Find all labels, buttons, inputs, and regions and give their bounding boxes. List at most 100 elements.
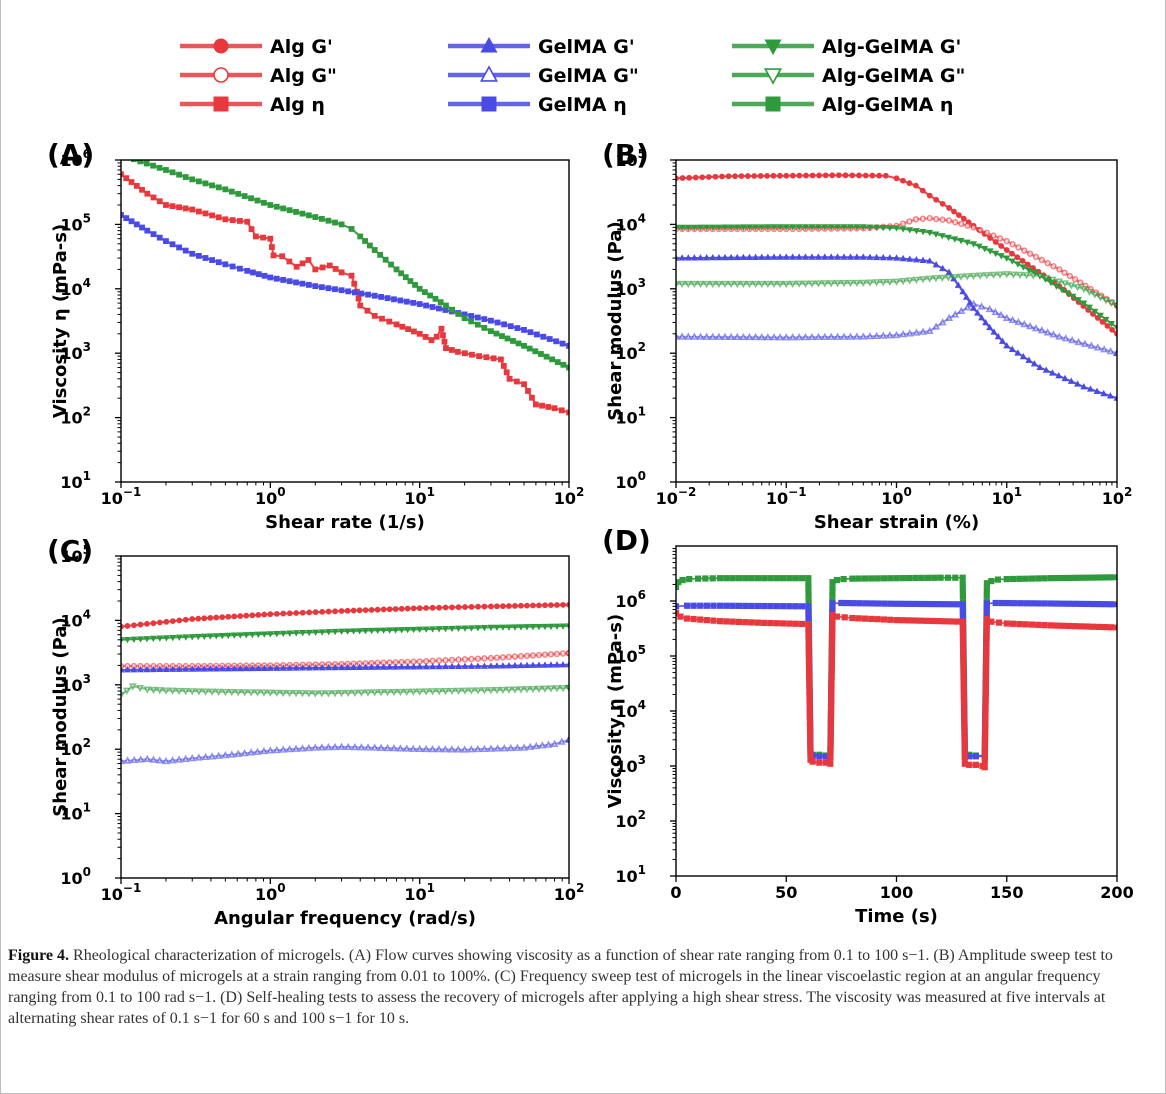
- data-point: [690, 224, 698, 232]
- data-point: [983, 634, 990, 641]
- data-point: [427, 292, 434, 299]
- data-point: [1093, 387, 1101, 394]
- data-point: [820, 332, 829, 340]
- data-point: [474, 314, 481, 321]
- data-point: [964, 222, 971, 229]
- data-point: [266, 664, 274, 671]
- data-point: [1014, 261, 1022, 268]
- data-point: [416, 301, 423, 307]
- data-point: [386, 318, 393, 325]
- data-point: [529, 652, 537, 659]
- data-point: [149, 665, 157, 673]
- data-point: [1068, 335, 1077, 344]
- data-point: [1090, 291, 1099, 299]
- data-point: [398, 627, 406, 634]
- data-point: [931, 275, 940, 283]
- data-point: [852, 332, 861, 340]
- data-point: [692, 174, 699, 181]
- legend-item-alg-g-storage: Alg G': [180, 36, 333, 58]
- data-point: [868, 615, 875, 623]
- y-axis-label: Shear modulus (Pa): [605, 221, 626, 420]
- data-point: [828, 667, 835, 674]
- data-point: [201, 615, 208, 622]
- data-point: [379, 315, 385, 322]
- data-point: [738, 173, 745, 180]
- data-point: [690, 602, 697, 609]
- data-point: [776, 253, 784, 260]
- data-point: [996, 271, 1005, 279]
- data-point: [912, 276, 921, 285]
- data-point: [1100, 345, 1109, 353]
- data-point: [770, 224, 778, 231]
- data-point: [1080, 300, 1088, 307]
- legend-marker: [213, 96, 229, 112]
- data-point: [380, 627, 388, 634]
- data-point: [280, 277, 287, 283]
- data-point: [970, 224, 977, 231]
- data-point: [448, 662, 456, 670]
- data-point: [149, 755, 158, 763]
- data-point: [448, 656, 456, 664]
- data-point: [717, 618, 724, 625]
- legend-label: Alg-GelMA η: [822, 94, 953, 116]
- data-point: [959, 624, 966, 631]
- data-point: [253, 689, 262, 697]
- data-point: [338, 221, 345, 228]
- data-point: [960, 680, 967, 687]
- data-point: [506, 743, 515, 752]
- data-point: [983, 600, 991, 607]
- data-point: [429, 304, 436, 310]
- data-point: [241, 193, 248, 199]
- data-point: [960, 711, 968, 718]
- data-point: [378, 294, 385, 300]
- data-point: [861, 575, 869, 582]
- data-point: [1002, 313, 1011, 322]
- data-point: [123, 666, 131, 673]
- data-point: [318, 664, 326, 671]
- data-point: [338, 608, 345, 614]
- legend-marker: [480, 36, 498, 53]
- data-point: [710, 602, 717, 609]
- data-point: [429, 626, 437, 633]
- data-point: [1019, 264, 1027, 271]
- data-point: [227, 750, 236, 758]
- data-point: [788, 333, 797, 341]
- data-point: [937, 574, 944, 581]
- data-point: [859, 224, 867, 231]
- data-point: [240, 689, 249, 697]
- data-point: [773, 603, 780, 610]
- data-point: [230, 632, 238, 639]
- data-point: [1009, 271, 1018, 279]
- data-point: [292, 690, 301, 698]
- legend-label: Alg η: [270, 94, 325, 116]
- data-point: [318, 284, 325, 291]
- data-point: [925, 326, 934, 334]
- data-point: [959, 601, 966, 608]
- data-point: [435, 626, 443, 633]
- data-point: [248, 226, 255, 232]
- legend-item-gelma-g-storage: GelMA G': [448, 36, 635, 58]
- data-point: [1037, 326, 1046, 334]
- data-point: [143, 160, 150, 167]
- data-point: [260, 664, 268, 671]
- data-point: [125, 155, 130, 160]
- data-point: [795, 332, 804, 341]
- data-point: [992, 239, 999, 245]
- data-point: [176, 244, 183, 251]
- data-point: [410, 299, 417, 306]
- data-point: [1083, 600, 1091, 608]
- data-point: [960, 649, 967, 656]
- data-point: [188, 665, 196, 672]
- data-point: [370, 743, 379, 751]
- data-point: [261, 611, 268, 618]
- data-point: [319, 608, 326, 615]
- y-tick-label: 104: [615, 698, 646, 721]
- data-point: [1085, 304, 1093, 311]
- data-point: [959, 586, 966, 594]
- data-point: [351, 280, 358, 287]
- series-alg-gelma-g-loss: [121, 683, 569, 700]
- data-point: [739, 224, 747, 231]
- y-tick-label: 105: [615, 147, 646, 170]
- data-point: [761, 619, 768, 626]
- data-point: [1022, 621, 1029, 628]
